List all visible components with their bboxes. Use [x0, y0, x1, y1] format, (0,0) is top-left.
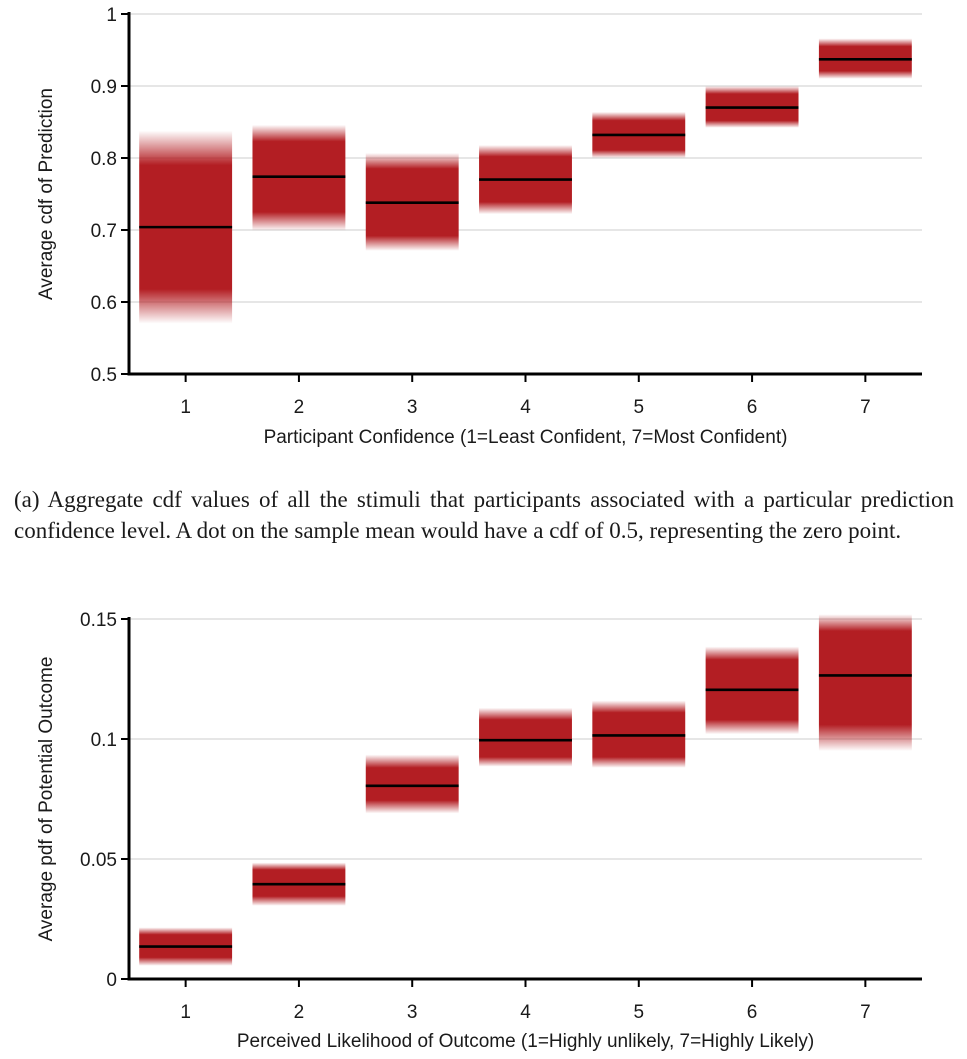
x-axis-title: Participant Confidence (1=Least Confiden… [264, 427, 788, 448]
y-ticks: 0.5 0.6 0.7 0.8 0.9 1 [91, 5, 129, 386]
box-category-4 [479, 707, 572, 767]
x-tick-label: 2 [294, 397, 305, 418]
x-tick-label: 3 [407, 397, 418, 418]
y-tick-label: 0.1 [91, 730, 117, 751]
chart-svg: 0.5 0.6 0.7 0.8 0.9 1 1 2 3 4 5 6 7 Participant Confi… [36, 5, 922, 448]
y-tick-label: 0.15 [80, 610, 117, 631]
x-tick-label: 1 [180, 397, 191, 418]
box-category-3 [365, 754, 459, 814]
chart-svg: 0 0.05 0.1 0.15 1 2 3 4 5 6 7 Perceived Likelihood … [36, 610, 922, 1052]
y-tick-label: 0.6 [91, 293, 117, 314]
x-tick-label: 6 [747, 1002, 758, 1023]
x-tick-label: 7 [860, 1002, 871, 1023]
box-category-7 [818, 614, 912, 751]
x-tick-label: 3 [407, 1002, 418, 1023]
x-tick-label: 7 [860, 397, 871, 418]
x-tick-label: 1 [180, 1002, 191, 1023]
chart-a: 0.5 0.6 0.7 0.8 0.9 1 1 2 3 4 5 6 7 Participant Confi… [0, 0, 967, 455]
x-axis-title: Perceived Likelihood of Outcome (1=Highl… [237, 1031, 814, 1052]
figure-caption: (a) Aggregate cdf values of all the stim… [14, 487, 954, 543]
y-tick-label: 0.9 [91, 77, 117, 98]
y-tick-label: 0.7 [91, 221, 117, 242]
y-tick-label: 1 [106, 5, 117, 26]
y-tick-label: 0 [106, 970, 117, 991]
x-tick-label: 5 [633, 397, 644, 418]
y-tick-label: 0.8 [91, 149, 117, 170]
x-tick-label: 6 [747, 397, 758, 418]
x-tick-label: 4 [520, 397, 531, 418]
x-ticks: 1 2 3 4 5 6 7 [180, 979, 871, 1023]
x-tick-label: 4 [520, 1002, 531, 1023]
y-axis-title: Average pdf of Potential Outcome [36, 657, 57, 942]
y-axis-title: Average cdf of Prediction [36, 88, 57, 300]
boxes [139, 38, 912, 324]
y-tick-label: 0.5 [91, 365, 117, 386]
y-ticks: 0 0.05 0.1 0.15 [80, 610, 129, 991]
chart-b: 0 0.05 0.1 0.15 1 2 3 4 5 6 7 Perceived Likelihood … [0, 605, 967, 1059]
x-tick-label: 2 [294, 1002, 305, 1023]
x-ticks: 1 2 3 4 5 6 7 [180, 374, 871, 418]
boxes [139, 614, 912, 966]
y-tick-label: 0.05 [80, 850, 117, 871]
x-tick-label: 5 [633, 1002, 644, 1023]
